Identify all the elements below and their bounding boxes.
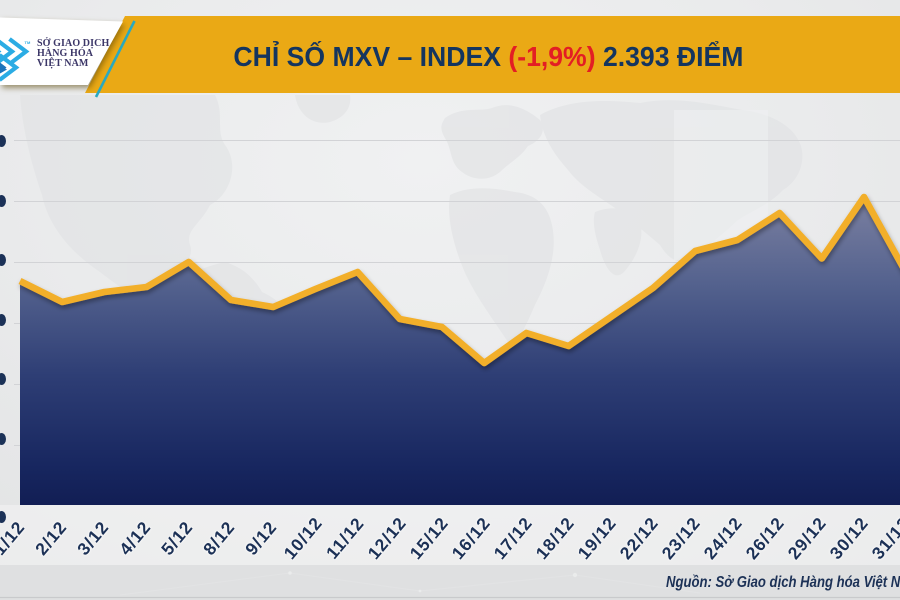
- svg-text:TM: TM: [25, 40, 31, 45]
